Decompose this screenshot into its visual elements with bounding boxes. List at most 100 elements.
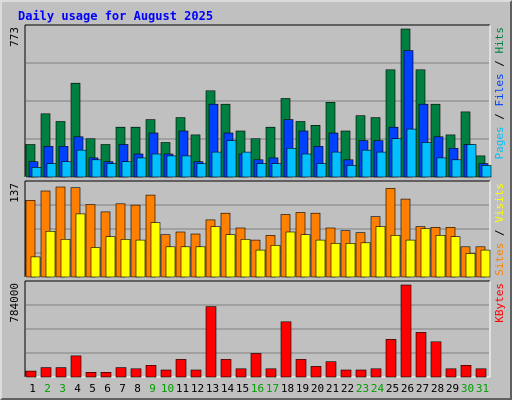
bar-visits-day-23 xyxy=(360,242,371,278)
bar-kbytes-day-15 xyxy=(235,368,247,378)
bar-kbytes-day-5 xyxy=(85,371,97,378)
tick-label-day-11: 11 xyxy=(176,382,189,395)
bar-kbytes-day-11 xyxy=(175,359,187,378)
bar-pages-day-27 xyxy=(421,142,432,178)
tick-label-day-24: 24 xyxy=(371,382,385,395)
bar-visits-day-24 xyxy=(375,226,386,278)
tick-label-day-7: 7 xyxy=(119,382,126,395)
tick-label-day-19: 19 xyxy=(296,382,309,395)
bar-kbytes-day-26 xyxy=(400,284,412,378)
bar-kbytes-day-29 xyxy=(445,368,457,378)
tick-label-day-27: 27 xyxy=(416,382,429,395)
bar-pages-day-23 xyxy=(361,149,372,178)
bar-visits-day-19 xyxy=(300,234,311,278)
bar-pages-day-29 xyxy=(451,159,462,178)
bar-kbytes-day-19 xyxy=(295,359,307,378)
bar-visits-day-1 xyxy=(30,256,41,278)
tick-label-day-17: 17 xyxy=(266,382,279,395)
bar-kbytes-day-27 xyxy=(415,332,427,378)
bar-pages-day-18 xyxy=(286,148,297,178)
bar-visits-day-28 xyxy=(435,235,446,278)
chart-title: Daily usage for August 2025 xyxy=(18,9,213,23)
legend-entry: Visits xyxy=(493,183,506,223)
legend-entry: / xyxy=(493,223,506,243)
bar-pages-day-22 xyxy=(346,165,357,178)
bar-visits-day-16 xyxy=(255,249,266,278)
bar-kbytes-day-18 xyxy=(280,321,292,378)
bar-pages-day-28 xyxy=(436,157,447,178)
bar-sites-day-3 xyxy=(55,186,66,278)
bar-pages-day-5 xyxy=(91,159,102,178)
tick-label-day-21: 21 xyxy=(326,382,339,395)
bar-pages-day-10 xyxy=(166,155,177,178)
bar-pages-day-7 xyxy=(121,161,132,178)
bar-kbytes-day-23 xyxy=(355,369,367,378)
bar-pages-day-11 xyxy=(181,155,192,178)
panel-visits-max-label: 137 xyxy=(8,183,21,203)
bar-visits-day-5 xyxy=(90,247,101,278)
bar-kbytes-day-14 xyxy=(220,359,232,378)
bar-visits-day-10 xyxy=(165,246,176,278)
bar-kbytes-day-25 xyxy=(385,339,397,378)
bar-visits-day-3 xyxy=(60,239,71,278)
panel-kbytes-legend: KBytes xyxy=(493,283,506,323)
bar-kbytes-day-4 xyxy=(70,355,82,378)
tick-label-day-30: 30 xyxy=(461,382,474,395)
legend-entry: Pages xyxy=(493,126,506,159)
bar-pages-day-16 xyxy=(256,163,267,178)
legend-entry: Hits xyxy=(493,27,506,54)
bar-visits-day-18 xyxy=(285,231,296,278)
bar-pages-day-9 xyxy=(151,153,162,178)
panel-kbytes-max-label: 784000 xyxy=(8,283,21,323)
bar-sites-day-26 xyxy=(400,198,411,278)
bar-pages-day-4 xyxy=(76,149,87,178)
tick-label-day-15: 15 xyxy=(236,382,249,395)
legend-entry: Sites xyxy=(493,243,506,276)
bar-pages-day-15 xyxy=(241,151,252,178)
panel-visits-legend: Sites / Visits xyxy=(493,183,506,276)
bar-visits-day-14 xyxy=(225,234,236,278)
tick-label-day-10: 10 xyxy=(161,382,174,395)
bar-pages-day-8 xyxy=(136,157,147,178)
bar-pages-day-26 xyxy=(406,128,417,178)
bar-pages-day-17 xyxy=(271,163,282,178)
tick-label-day-22: 22 xyxy=(341,382,354,395)
tick-label-day-9: 9 xyxy=(149,382,156,395)
bar-kbytes-day-20 xyxy=(310,366,322,378)
bar-pages-day-24 xyxy=(376,151,387,178)
bar-kbytes-day-13 xyxy=(205,306,217,378)
bar-visits-day-26 xyxy=(405,239,416,278)
legend-entry: / xyxy=(493,54,506,74)
bar-kbytes-day-31 xyxy=(475,368,487,378)
bar-kbytes-day-1 xyxy=(25,370,37,378)
bar-visits-day-15 xyxy=(240,239,251,278)
tick-label-day-8: 8 xyxy=(134,382,141,395)
bar-pages-day-13 xyxy=(211,151,222,178)
tick-label-day-5: 5 xyxy=(89,382,96,395)
tick-label-day-4: 4 xyxy=(74,382,81,395)
bar-kbytes-day-7 xyxy=(115,367,127,378)
bar-kbytes-day-3 xyxy=(55,367,67,378)
panel-kbytes: 784000 KBytes xyxy=(8,280,506,378)
bar-kbytes-day-9 xyxy=(145,364,157,378)
bar-pages-day-31 xyxy=(481,165,492,178)
bar-pages-day-12 xyxy=(196,163,207,178)
bar-visits-day-12 xyxy=(195,246,206,278)
legend-entry: Files xyxy=(493,73,506,106)
bar-visits-day-22 xyxy=(345,243,356,278)
bar-sites-day-25 xyxy=(385,188,396,278)
bar-pages-day-3 xyxy=(61,161,72,178)
tick-label-day-1: 1 xyxy=(29,382,36,395)
bar-visits-day-6 xyxy=(105,236,116,278)
panel-visits: 137 Sites / Visits xyxy=(8,180,506,278)
tick-label-day-31: 31 xyxy=(476,382,489,395)
legend-entry: / xyxy=(493,107,506,127)
bar-pages-day-30 xyxy=(466,144,477,178)
bar-visits-day-9 xyxy=(150,222,161,278)
tick-label-day-6: 6 xyxy=(104,382,111,395)
bar-visits-day-17 xyxy=(270,245,281,278)
tick-label-day-28: 28 xyxy=(431,382,444,395)
tick-label-day-23: 23 xyxy=(356,382,369,395)
bar-kbytes-day-6 xyxy=(100,371,112,378)
